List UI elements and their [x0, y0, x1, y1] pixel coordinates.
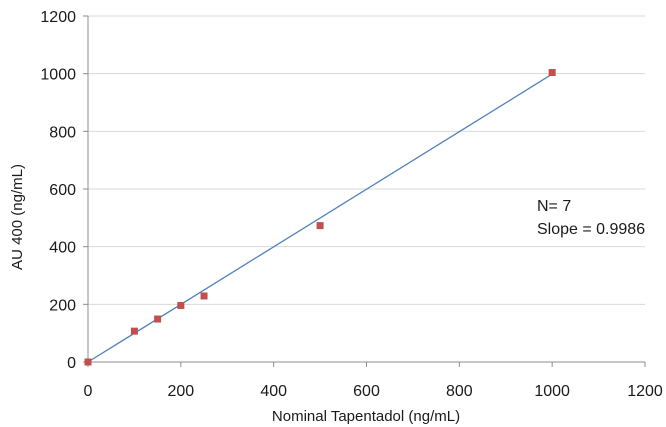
data-point-3: [177, 301, 185, 309]
y-tick-label-5: 1000: [40, 67, 76, 84]
y-tick-label-6: 1200: [40, 9, 76, 26]
data-point-0: [84, 358, 92, 366]
annotation-slope: Slope = 0.9986: [537, 221, 645, 238]
y-axis-label: AU 400 (ng/mL): [9, 164, 26, 270]
y-tick-label-3: 600: [49, 182, 76, 199]
x-tick-label-6: 1200: [627, 383, 663, 400]
x-axis-label: Nominal Tapentadol (ng/mL): [272, 408, 460, 425]
y-tick-label-4: 800: [49, 124, 76, 141]
data-point-2: [154, 315, 162, 323]
y-tick-labels: 0 200 400 600 800 1000 1200: [40, 9, 76, 372]
y-tick-label-0: 0: [67, 355, 76, 372]
x-tick-label-0: 0: [84, 383, 93, 400]
y-tick-label-2: 400: [49, 240, 76, 257]
annotation-n: N= 7: [537, 198, 571, 215]
x-tick-label-4: 800: [446, 383, 473, 400]
x-tick-label-2: 400: [260, 383, 287, 400]
gridlines: [88, 15, 645, 305]
trendline-group: [87, 73, 553, 363]
data-point-1: [130, 327, 138, 335]
trendline: [87, 73, 553, 363]
x-tick-label-5: 1000: [534, 383, 570, 400]
data-point-6: [548, 69, 556, 77]
data-point-4: [200, 292, 208, 300]
axes: [83, 15, 646, 367]
data-point-5: [316, 222, 324, 230]
x-tick-labels: 0 200 400 600 800 1000 1200: [84, 383, 663, 400]
x-tick-label-1: 200: [167, 383, 194, 400]
x-tick-label-3: 600: [353, 383, 380, 400]
y-tick-label-1: 200: [49, 297, 76, 314]
data-points: [84, 69, 556, 366]
